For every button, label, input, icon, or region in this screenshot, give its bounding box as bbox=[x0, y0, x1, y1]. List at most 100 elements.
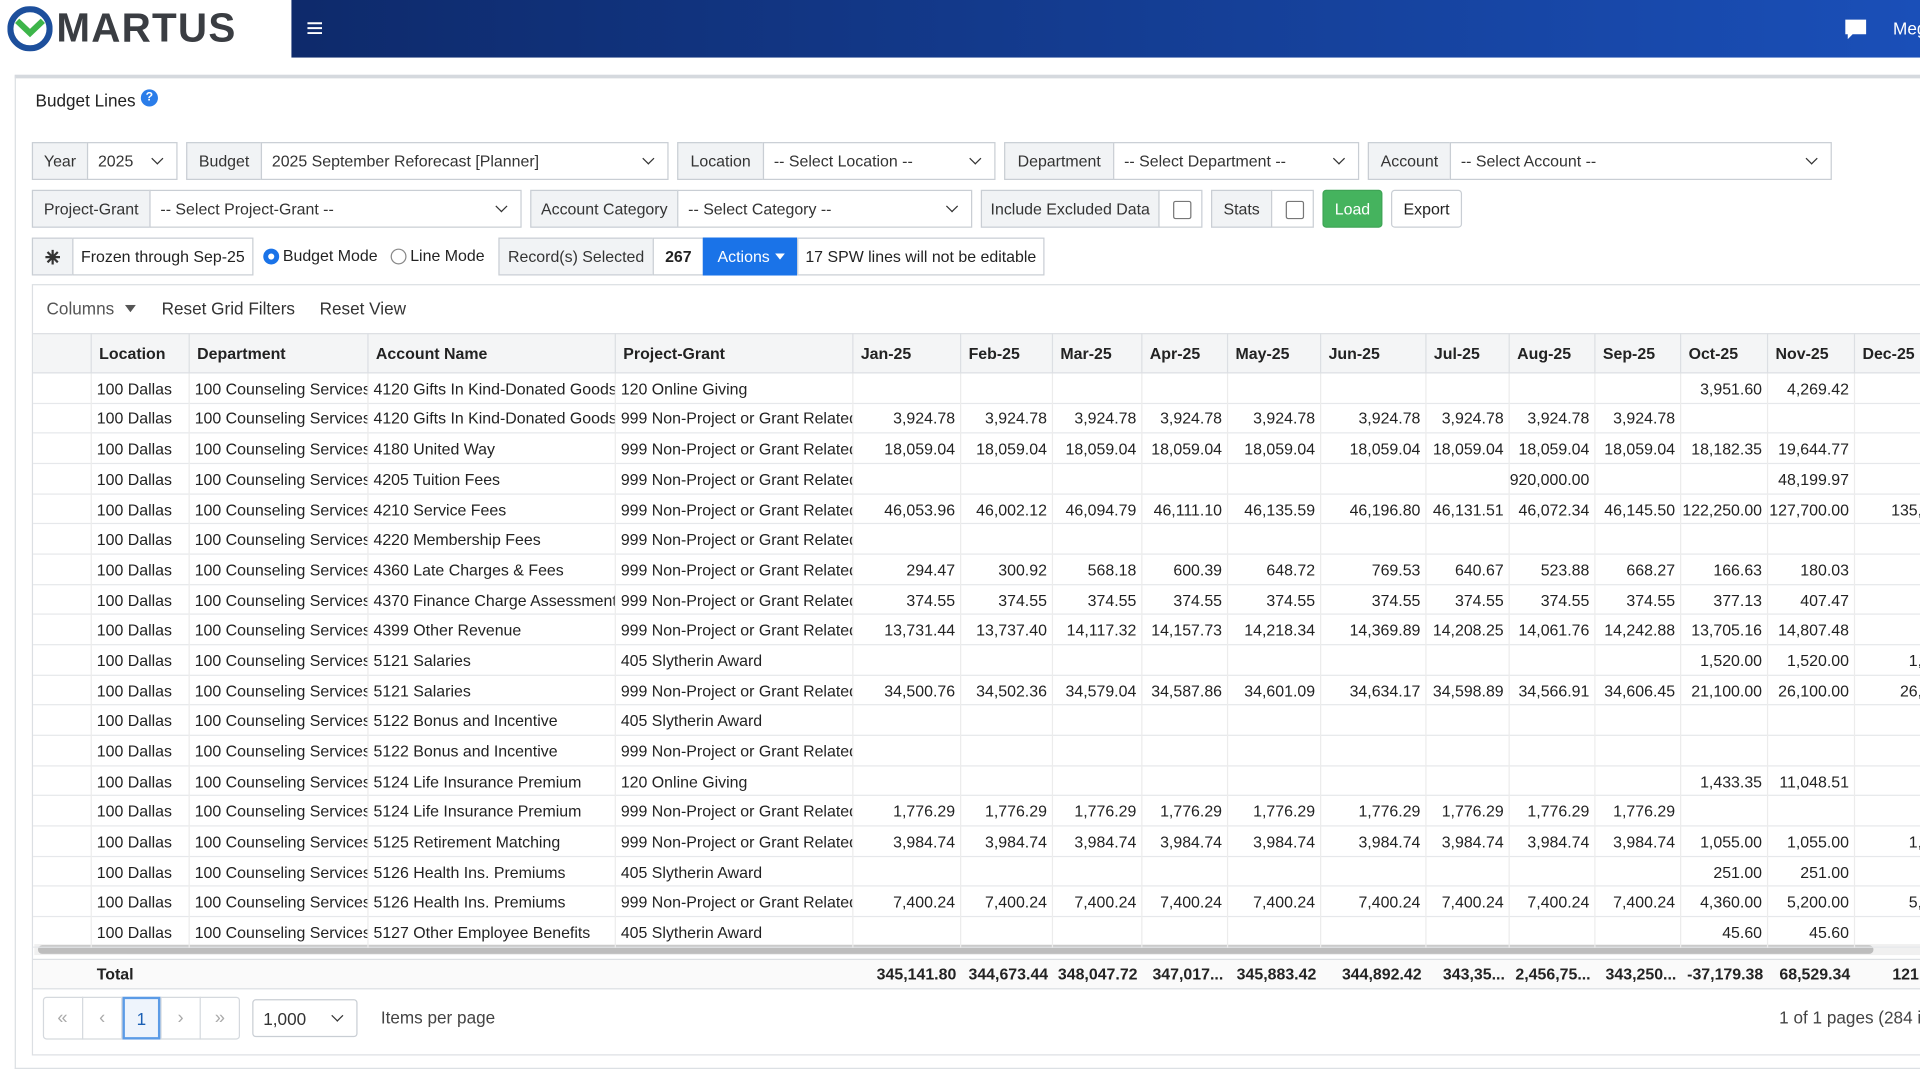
cell bbox=[33, 886, 92, 918]
export-button[interactable]: Export bbox=[1391, 189, 1463, 228]
cell bbox=[1855, 766, 1920, 796]
cell: 769.53 bbox=[1321, 554, 1427, 585]
logo-icon bbox=[7, 6, 53, 52]
user-name[interactable]: Meg bbox=[1893, 18, 1920, 38]
cell bbox=[1681, 524, 1769, 555]
column-header: Apr-25 bbox=[1142, 333, 1229, 374]
total-value: 345,883.42 bbox=[1236, 964, 1317, 984]
cell bbox=[961, 705, 1054, 736]
menu-button[interactable] bbox=[307, 21, 323, 36]
cell: 568.18 bbox=[1053, 554, 1143, 585]
cell bbox=[961, 917, 1054, 948]
cell: 640.67 bbox=[1427, 554, 1510, 585]
budget-mode-radio[interactable] bbox=[263, 248, 280, 265]
cell bbox=[1768, 705, 1856, 736]
grid-row bbox=[33, 796, 1920, 827]
cell: 294.47 bbox=[853, 554, 962, 585]
cell: 7,400.24 bbox=[1228, 886, 1322, 918]
cell: 5121 Salaries bbox=[369, 675, 616, 706]
freeze-icon-box[interactable] bbox=[31, 237, 74, 276]
cell: 100 Dallas bbox=[92, 464, 190, 495]
pager-next[interactable]: › bbox=[160, 996, 199, 1040]
total-value: 121,204. bbox=[1892, 964, 1920, 984]
cell bbox=[1228, 856, 1322, 887]
cell bbox=[853, 735, 962, 767]
year-select[interactable]: 2025 bbox=[86, 142, 178, 181]
cell: 5125 Retirement Matching bbox=[369, 826, 616, 857]
cell: 920,000.00 bbox=[1510, 464, 1596, 495]
cell: 3,924.78 bbox=[1228, 403, 1322, 434]
cell: 999 Non-Project or Grant Related bbox=[616, 464, 854, 495]
cell bbox=[1427, 645, 1510, 676]
department-select[interactable]: -- Select Department -- bbox=[1113, 142, 1360, 181]
location-select[interactable]: -- Select Location -- bbox=[762, 142, 996, 181]
cell bbox=[33, 675, 92, 706]
cell: 18,059.04 bbox=[1228, 433, 1322, 465]
cell: 405 Slytherin Award bbox=[616, 917, 854, 948]
help-icon[interactable]: ? bbox=[140, 89, 158, 107]
pager-page[interactable]: 1 bbox=[121, 996, 161, 1040]
actions-text: Actions bbox=[717, 247, 770, 266]
cell: 4205 Tuition Fees bbox=[369, 464, 616, 495]
cell: 1,055.00 bbox=[1681, 826, 1769, 857]
cell bbox=[1596, 464, 1682, 495]
include-excluded-checkbox[interactable] bbox=[1173, 200, 1192, 220]
cell: 4,269.42 bbox=[1768, 373, 1856, 404]
cell: 4120 Gifts In Kind-Donated Goods bbox=[369, 373, 616, 404]
cell: 34,579.04 bbox=[1053, 675, 1143, 706]
columns-menu[interactable]: Columns bbox=[46, 298, 115, 319]
filter-label: Include Excluded Data bbox=[980, 189, 1160, 228]
cell bbox=[1321, 464, 1427, 495]
load-button[interactable]: Load bbox=[1322, 189, 1383, 228]
cell: 999 Non-Project or Grant Related bbox=[616, 433, 854, 465]
scrollbar-thumb[interactable] bbox=[37, 945, 1874, 954]
category-select[interactable]: -- Select Category -- bbox=[677, 189, 973, 228]
cell: 4120 Gifts In Kind-Donated Goods bbox=[369, 403, 616, 434]
chat-icon[interactable] bbox=[1844, 18, 1867, 40]
grid bbox=[31, 284, 1920, 1056]
cell: 251.00 bbox=[1681, 856, 1769, 887]
grid-row bbox=[33, 857, 1920, 887]
reset-view-button[interactable]: Reset View bbox=[319, 298, 406, 319]
cell: 14,208.25 bbox=[1427, 615, 1510, 646]
cell bbox=[1228, 705, 1322, 736]
cell: 374.55 bbox=[1596, 584, 1682, 616]
cell: 3,984.74 bbox=[1596, 826, 1682, 857]
cell bbox=[1427, 766, 1510, 797]
column-header: Dec-25 bbox=[1855, 333, 1920, 373]
reset-filters-button[interactable]: Reset Grid Filters bbox=[161, 298, 296, 319]
cell: 13,705.16 bbox=[1681, 615, 1769, 646]
cell: 377.13 bbox=[1681, 584, 1769, 616]
pager-prev[interactable]: ‹ bbox=[82, 996, 121, 1040]
cell: 100 Counseling Services bbox=[190, 826, 369, 857]
actions-button[interactable]: Actions bbox=[702, 237, 799, 276]
pager-last[interactable]: » bbox=[199, 996, 239, 1040]
cell: 3,984.74 bbox=[1321, 826, 1427, 857]
cell: 100 Dallas bbox=[92, 554, 190, 585]
cell: 999 Non-Project or Grant Related bbox=[616, 826, 854, 857]
project-grant-select[interactable]: -- Select Project-Grant -- bbox=[149, 189, 522, 228]
filter-label: Stats bbox=[1211, 189, 1273, 228]
cell bbox=[1228, 645, 1322, 676]
line-mode-radio[interactable] bbox=[390, 248, 407, 265]
stats-checkbox[interactable] bbox=[1285, 200, 1305, 220]
cell: 46,053.96 bbox=[853, 494, 962, 525]
cell bbox=[1321, 705, 1427, 736]
account-select[interactable]: -- Select Account -- bbox=[1449, 142, 1832, 181]
cell: 251.00 bbox=[1768, 856, 1856, 887]
cell bbox=[1855, 525, 1920, 555]
column-header: Aug-25 bbox=[1510, 333, 1596, 374]
page-size-select[interactable]: 1,000 bbox=[252, 999, 358, 1038]
cell bbox=[33, 735, 92, 767]
pager-first[interactable]: « bbox=[57, 1007, 68, 1029]
cell: 18,059.04 bbox=[1596, 433, 1682, 465]
filter-label: Project-Grant bbox=[31, 189, 151, 228]
cell: 7,400.24 bbox=[1596, 886, 1682, 918]
cell bbox=[1427, 856, 1510, 887]
budget-select[interactable]: 2025 September Reforecast [Planner] bbox=[260, 142, 669, 181]
cell bbox=[1142, 766, 1229, 797]
cell: 1,776.29 bbox=[1321, 796, 1427, 827]
cell: 100 Counseling Services bbox=[190, 584, 369, 616]
cell: 5121 Salaries bbox=[369, 645, 616, 676]
